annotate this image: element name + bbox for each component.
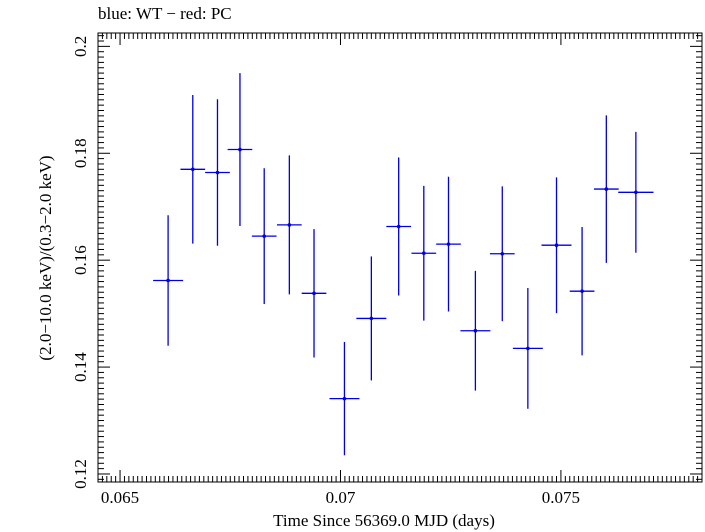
point-marker [554, 243, 559, 248]
point-marker [312, 291, 316, 296]
data-point [541, 177, 572, 314]
data-point [227, 73, 253, 226]
data-point [301, 229, 327, 358]
y-tick-label: 0.2 [71, 36, 90, 57]
data-point [205, 99, 230, 246]
data-point [411, 185, 437, 321]
data-point [251, 168, 277, 305]
point-marker [166, 278, 170, 283]
point-marker [446, 242, 451, 246]
data-point [180, 95, 206, 244]
data-point [436, 176, 461, 312]
point-marker [634, 190, 638, 195]
point-marker [190, 167, 195, 172]
y-tick-label: 0.18 [71, 138, 90, 168]
data-point [386, 157, 412, 296]
data-point [356, 256, 387, 381]
y-tick-label: 0.16 [71, 245, 90, 275]
axis-ticks [97, 33, 703, 482]
data-point [593, 115, 619, 263]
point-marker [580, 289, 584, 293]
point-marker [604, 187, 609, 191]
data-point [489, 186, 515, 322]
point-marker [422, 251, 426, 256]
data-points [153, 73, 654, 456]
data-point [153, 215, 184, 346]
y-tick-label: 0.12 [71, 459, 90, 489]
data-point [460, 270, 491, 391]
point-marker [342, 396, 347, 401]
chart-title: blue: WT − red: PC [98, 4, 232, 23]
point-marker [262, 234, 267, 238]
plot-frame [97, 32, 703, 483]
data-point [569, 227, 595, 356]
point-marker [526, 346, 530, 351]
x-tick-label: 0.075 [542, 488, 580, 507]
x-axis-label: Time Since 56369.0 MJD (days) [273, 511, 495, 530]
point-marker [238, 147, 242, 152]
point-marker [215, 170, 220, 175]
point-marker [473, 328, 478, 333]
point-marker [396, 224, 401, 229]
point-marker [500, 251, 505, 256]
y-axis-label: (2.0−10.0 keV)/(0.3−2.0 keV) [36, 155, 55, 360]
x-tick-label: 0.065 [101, 488, 139, 507]
point-marker [369, 316, 374, 321]
x-tick-label: 0.07 [326, 488, 356, 507]
data-point [329, 341, 360, 456]
data-point [276, 155, 302, 295]
data-point [618, 131, 654, 253]
data-point [512, 287, 543, 409]
tick-labels: 0.065 0.07 0.075 0.12 0.14 0.16 0.18 0.2 [71, 36, 580, 507]
y-tick-label: 0.14 [71, 352, 90, 382]
point-marker [287, 223, 292, 227]
